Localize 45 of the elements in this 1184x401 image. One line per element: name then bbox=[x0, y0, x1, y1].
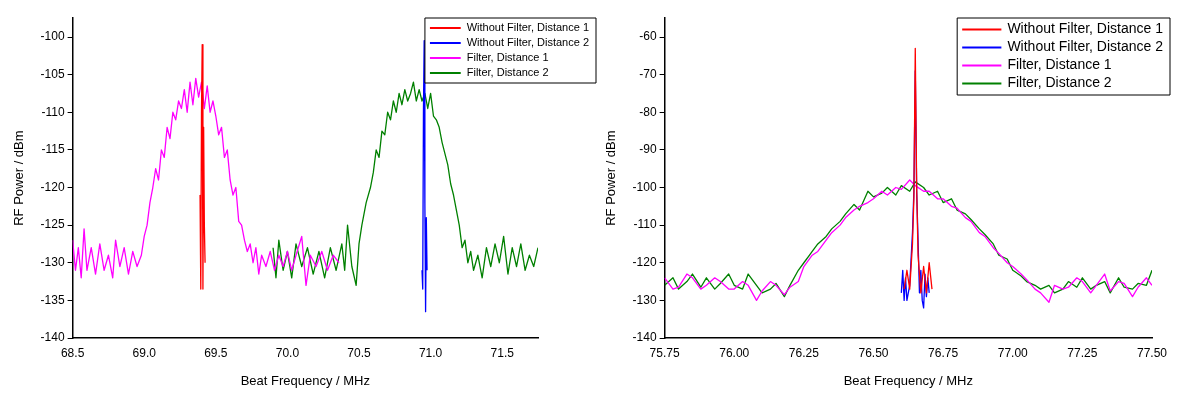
legend-label: Filter, Distance 2 bbox=[1007, 74, 1112, 91]
y-tick-label: -70 bbox=[639, 66, 657, 81]
y-tick-label: -100 bbox=[632, 179, 657, 194]
y-tick-label: -140 bbox=[40, 330, 65, 345]
legend-label: Filter, Distance 2 bbox=[466, 66, 549, 79]
y-tick-label: -110 bbox=[633, 217, 657, 232]
y-tick-label: -135 bbox=[40, 292, 65, 307]
y-tick-label: -140 bbox=[632, 330, 657, 345]
legend-label: Without Filter, Distance 1 bbox=[1007, 20, 1164, 37]
x-tick-label: 76.50 bbox=[858, 345, 889, 360]
x-tick-label: 69.0 bbox=[132, 345, 157, 360]
x-tick-label: 77.50 bbox=[1136, 345, 1168, 360]
x-tick-label: 71.0 bbox=[418, 345, 443, 360]
y-tick-label: -115 bbox=[41, 142, 65, 157]
legend-label: Without Filter, Distance 1 bbox=[466, 21, 590, 34]
y-axis-title: RF Power / dBm bbox=[11, 130, 27, 226]
x-axis-title: Beat Frequency / MHz bbox=[843, 372, 973, 388]
legend-label: Without Filter, Distance 2 bbox=[1007, 38, 1164, 55]
y-tick-label: -60 bbox=[639, 29, 657, 44]
y-tick-label: -80 bbox=[639, 104, 657, 119]
y-axis-title: RF Power / dBm bbox=[603, 130, 619, 226]
x-tick-label: 68.5 bbox=[60, 345, 85, 360]
x-tick-label: 75.75 bbox=[649, 345, 680, 360]
x-tick-label: 77.25 bbox=[1067, 345, 1098, 360]
legend-label: Filter, Distance 1 bbox=[1007, 56, 1112, 73]
y-tick-label: -120 bbox=[632, 255, 657, 270]
y-tick-label: -100 bbox=[40, 29, 65, 44]
legend-label: Without Filter, Distance 2 bbox=[466, 36, 590, 49]
x-tick-label: 77.00 bbox=[997, 345, 1029, 360]
x-axis-title: Beat Frequency / MHz bbox=[240, 372, 370, 388]
y-tick-label: -105 bbox=[40, 66, 65, 81]
x-tick-label: 76.75 bbox=[928, 345, 959, 360]
y-tick-label: -125 bbox=[40, 217, 65, 232]
x-tick-label: 71.5 bbox=[490, 345, 515, 360]
x-tick-label: 69.5 bbox=[204, 345, 228, 360]
legend-label: Filter, Distance 1 bbox=[466, 51, 549, 64]
y-tick-label: -120 bbox=[40, 179, 65, 194]
y-tick-label: -130 bbox=[632, 292, 657, 307]
y-tick-label: -110 bbox=[41, 104, 65, 119]
x-tick-label: 70.5 bbox=[347, 345, 372, 360]
x-tick-label: 70.0 bbox=[275, 345, 300, 360]
x-tick-label: 76.25 bbox=[788, 345, 820, 360]
x-tick-label: 76.00 bbox=[719, 345, 750, 360]
y-tick-label: -90 bbox=[639, 142, 657, 157]
y-tick-label: -130 bbox=[40, 255, 65, 270]
